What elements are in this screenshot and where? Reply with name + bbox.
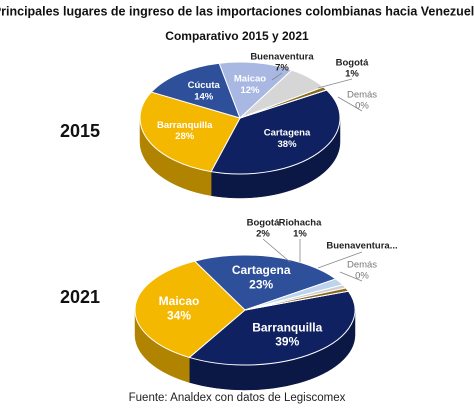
leader-line	[271, 72, 283, 81]
value-label: 7%	[275, 63, 289, 74]
value-label: 1%	[293, 229, 307, 240]
source: Fuente: Analdex con datos de Legiscomex	[129, 392, 346, 404]
category-label: Maicao	[159, 294, 200, 308]
slice	[150, 62, 241, 119]
category-label: Riohacha	[279, 218, 322, 229]
category-label: Cartagena	[232, 263, 291, 277]
category-label: Demás	[347, 260, 377, 271]
value-label: 0%	[355, 101, 369, 112]
year-label: 2015	[60, 121, 100, 141]
slice	[193, 254, 337, 311]
slice	[244, 290, 349, 311]
value-label: 23%	[249, 277, 273, 291]
category-label: Buenaventura...	[326, 241, 397, 252]
slice	[188, 290, 356, 366]
category-label: Maicao	[234, 74, 266, 85]
leader-line	[339, 271, 363, 282]
category-label: Bogotá	[336, 58, 369, 69]
category-label: Barranquilla	[157, 120, 213, 131]
value-label: 39%	[275, 335, 299, 349]
category-label: Bogotá	[247, 218, 280, 229]
slice	[134, 260, 246, 358]
slice	[210, 89, 341, 175]
leader-line	[317, 251, 363, 269]
value-label: 1%	[345, 69, 359, 80]
leader-line	[337, 96, 363, 112]
category-label: Barranquilla	[252, 320, 322, 334]
slice	[218, 61, 293, 119]
leader-line	[262, 238, 291, 263]
year-label: 2021	[60, 287, 100, 307]
chart-title: Principales lugares de ingreso de las im…	[0, 4, 474, 18]
category-label: Cúcuta	[188, 80, 221, 91]
category-label: Demás	[347, 90, 377, 101]
category-label: Cartagena	[264, 128, 311, 139]
value-label: 12%	[240, 85, 260, 96]
leader-line	[317, 78, 353, 89]
value-label: 2%	[256, 229, 270, 240]
value-label: 38%	[278, 139, 298, 150]
value-label: 34%	[167, 308, 191, 322]
value-label: 28%	[175, 131, 195, 142]
chart-subtitle: Comparativo 2015 y 2021	[165, 29, 309, 43]
slice	[139, 91, 241, 173]
value-label: 14%	[194, 91, 214, 102]
category-label: Buenaventura	[250, 52, 314, 63]
value-label: 0%	[355, 271, 369, 282]
